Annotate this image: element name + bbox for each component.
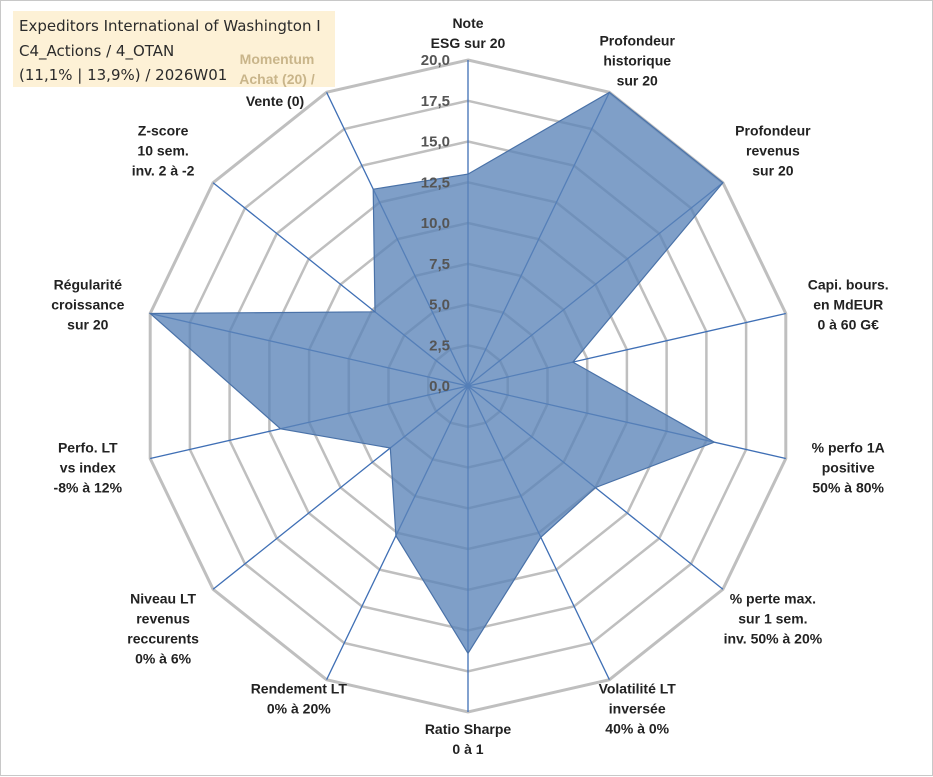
axis-label-line: 50% à 80%: [812, 479, 884, 495]
axis-label-line: 40% à 0%: [605, 721, 669, 737]
tick-label: 0,0: [429, 378, 450, 395]
momentum-label-line2: Achat (20) /: [239, 71, 315, 87]
axis-label-line: 0% à 20%: [267, 701, 331, 717]
axis-label: Z-score 10 sem. inv. 2 à -2: [132, 123, 195, 179]
axis-label-line: croissance: [51, 297, 124, 313]
tick-label: 2,5: [429, 337, 450, 354]
axis-label-line: Volatilité LT: [599, 681, 677, 697]
axis-label-line: Perfo. LT: [58, 439, 118, 455]
momentum-label-line3: Vente (0): [246, 93, 304, 109]
tick-label: 15,0: [421, 134, 450, 151]
axis-label-line: Ratio Sharpe: [425, 721, 512, 737]
axis-label-line: inversée: [609, 701, 666, 717]
axis-label-line: % perte max.: [730, 590, 816, 606]
momentum-label: Momentum Achat (20) / Vente (0): [1, 1, 933, 121]
axis-label: Ratio Sharpe 0 à 1: [425, 721, 512, 757]
axis-label-line: sur 20: [67, 317, 108, 333]
axis-label: % perfo 1A positive 50% à 80%: [812, 439, 885, 495]
axis-label-line: Niveau LT: [130, 590, 196, 606]
axis-label: % perte max. sur 1 sem. inv. 50% à 20%: [724, 590, 823, 646]
axis-label: Perfo. LT vs index -8% à 12%: [54, 439, 123, 495]
axis-label-line: reccurents: [127, 630, 199, 646]
axis-label-line: revenus: [746, 143, 800, 159]
axis-label-line: revenus: [136, 610, 190, 626]
axis-label-line: en MdEUR: [813, 297, 883, 313]
axis-label-line: sur 1 sem.: [738, 610, 807, 626]
axis-label: Volatilité LT inversée 40% à 0%: [599, 681, 677, 737]
tick-label: 12,5: [421, 174, 450, 191]
axis-label: Niveau LT revenus reccurents 0% à 6%: [127, 590, 199, 666]
axis-label: Profondeur revenus sur 20: [735, 123, 811, 179]
momentum-label-line1: Momentum: [240, 51, 315, 67]
axis-label: Capi. bours. en MdEUR 0 à 60 G€: [808, 277, 889, 333]
axis-label-line: Régularité: [54, 277, 123, 293]
axis-label-line: vs index: [60, 459, 116, 475]
tick-label: 10,0: [421, 215, 450, 232]
axis-label-line: -8% à 12%: [54, 479, 123, 495]
axis-label-line: inv. 2 à -2: [132, 163, 195, 179]
axis-label-line: 0 à 1: [452, 741, 483, 757]
tick-label: 7,5: [429, 256, 450, 273]
axis-label: Régularité croissance sur 20: [51, 277, 124, 333]
axis-label-line: Capi. bours.: [808, 277, 889, 293]
axis-label-line: 10 sem.: [137, 143, 188, 159]
axis-label-line: 0 à 60 G€: [817, 317, 879, 333]
axis-label: Rendement LT 0% à 20%: [251, 681, 348, 717]
axis-label-line: sur 20: [752, 163, 793, 179]
tick-label: 5,0: [429, 297, 450, 314]
axis-label-line: % perfo 1A: [812, 439, 885, 455]
axis-label-line: Profondeur: [735, 123, 811, 139]
axis-label-line: Z-score: [138, 123, 189, 139]
axis-label-line: positive: [822, 459, 875, 475]
axis-label-line: inv. 50% à 20%: [724, 630, 823, 646]
axis-label-line: Rendement LT: [251, 681, 348, 697]
axis-label-line: 0% à 6%: [135, 650, 192, 666]
